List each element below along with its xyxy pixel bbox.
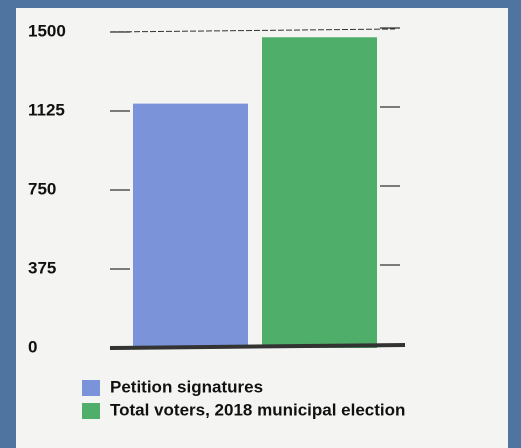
legend-label: Total voters, 2018 municipal election [110,400,405,419]
y-tick-label: 0 [28,337,37,356]
grid-line [109,28,396,33]
y-tick-label: 375 [28,258,56,277]
legend-swatch [82,403,100,419]
legend-swatch [82,380,100,396]
bar [262,37,377,349]
x-axis [109,343,406,350]
bar [133,103,248,348]
y-tick-label: 1500 [28,21,66,40]
y-tick-label: 1125 [28,100,65,119]
legend-label: Petition signatures [110,377,263,396]
y-tick-label: 750 [28,179,56,198]
